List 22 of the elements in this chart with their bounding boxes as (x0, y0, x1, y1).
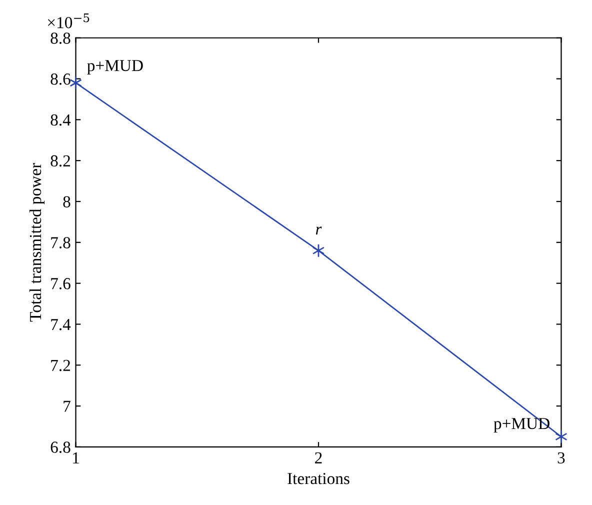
y-tick-label: 8.6 (50, 73, 70, 85)
y-tick-label: 8.4 (50, 114, 71, 126)
x-tick-label: 2 (315, 452, 322, 464)
annotation: r (316, 226, 322, 235)
y-tick-label: 7 (64, 400, 70, 412)
y-tick-label: 7.6 (51, 278, 70, 290)
y-tick-label: 7.4 (51, 319, 71, 330)
x-axis-title: Iterations (288, 472, 350, 484)
point (70, 76, 82, 90)
annotation: p+MUD (494, 418, 550, 433)
y-tick-label: 6.8 (50, 442, 70, 453)
y-tick-label: 8 (63, 196, 70, 208)
point (555, 430, 568, 444)
x-tick-label: 1 (73, 452, 79, 464)
x-tick-label: 3 (558, 452, 565, 464)
y-tick-label: 7.8 (51, 237, 70, 248)
y-tick-label: 7.2 (51, 360, 70, 372)
y-tick-label: 8.2 (50, 155, 70, 167)
y-axis-title: Total transmitted power (29, 163, 45, 322)
y-tick-label: 8.8 (50, 32, 70, 44)
annotation: p+MUD (87, 60, 143, 75)
text: ×10$^{−5}$ (48, 14, 90, 28)
